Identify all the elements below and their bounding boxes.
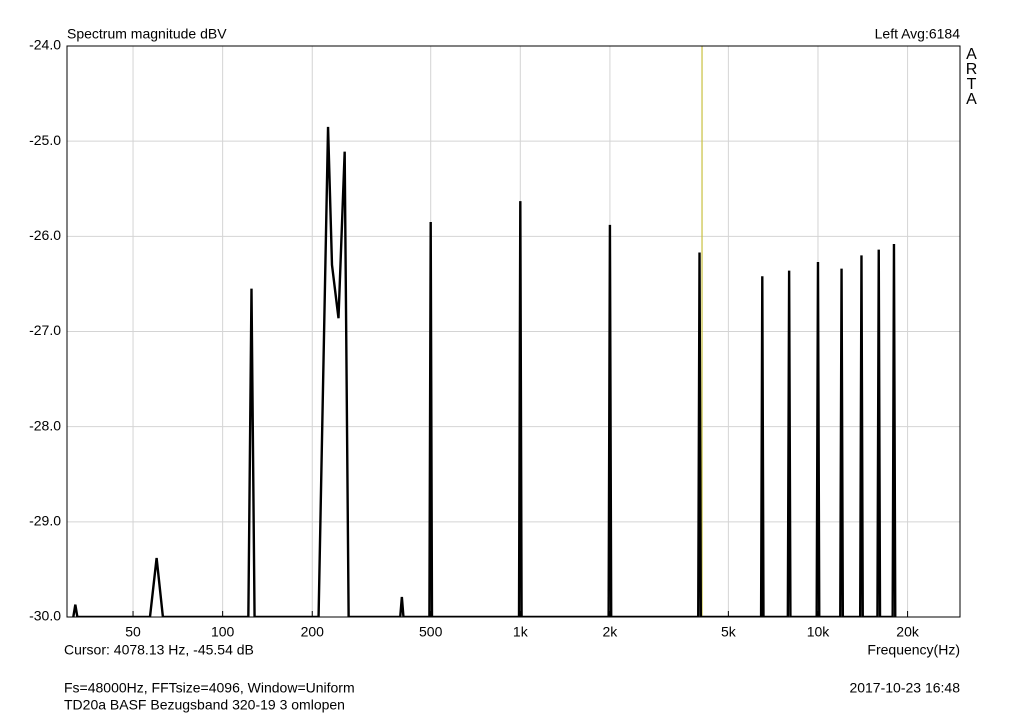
x-tick-label: 100 [211, 624, 235, 640]
x-tick-label: 2k [603, 624, 619, 640]
y-tick-label: -27.0 [29, 322, 61, 338]
description: TD20a BASF Bezugsband 320-19 3 omlopen [64, 697, 345, 713]
y-tick-label: -25.0 [29, 132, 61, 148]
spectrum-line [72, 126, 897, 617]
x-tick-label: 10k [807, 624, 831, 640]
x-tick-label: 1k [513, 624, 529, 640]
plot-frame [66, 45, 961, 618]
y-tick-label: -28.0 [29, 417, 61, 433]
data-layer [72, 46, 897, 617]
brand: ARTA [963, 46, 980, 106]
x-tick-label: 50 [125, 624, 141, 640]
x-tick-label: 20k [896, 624, 920, 640]
x-tick-label: 500 [419, 624, 443, 640]
y-tick-label: -29.0 [29, 513, 61, 529]
chart-title: Spectrum magnitude dBV [67, 26, 227, 42]
cursor-readout: Cursor: 4078.13 Hz, -45.54 dB [64, 642, 254, 658]
x-tick-label: 5k [721, 624, 737, 640]
settings-text: Fs=48000Hz, FFTsize=4096, Window=Uniform [64, 680, 355, 696]
channel-info: Left Avg:6184 [875, 26, 961, 42]
y-tick-label: -24.0 [29, 37, 61, 53]
timestamp: 2017-10-23 16:48 [849, 680, 960, 696]
y-tick-label: -30.0 [29, 608, 61, 624]
y-tick-label: -26.0 [29, 227, 61, 243]
x-tick-label: 200 [301, 624, 325, 640]
x-axis-label: Frequency(Hz) [867, 642, 960, 658]
